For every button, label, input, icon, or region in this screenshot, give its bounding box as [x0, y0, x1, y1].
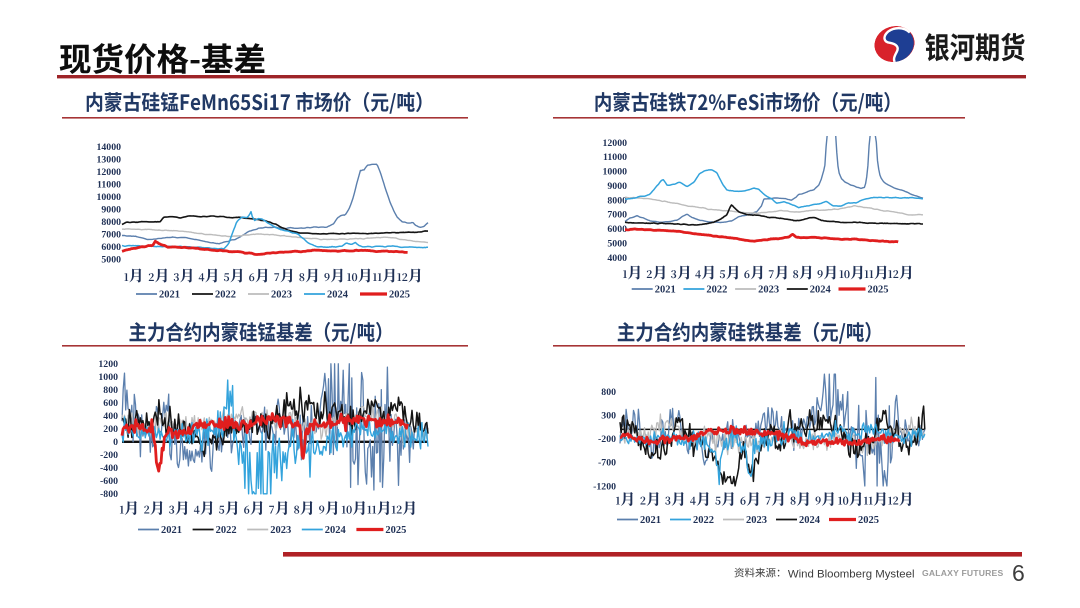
- svg-text:4000: 4000: [607, 253, 627, 264]
- svg-text:2025: 2025: [385, 525, 406, 536]
- svg-text:6000: 6000: [607, 224, 627, 235]
- svg-text:1200: 1200: [98, 359, 118, 370]
- svg-text:-200: -200: [100, 450, 118, 461]
- svg-text:2022: 2022: [216, 525, 237, 536]
- svg-text:800: 800: [103, 385, 118, 396]
- svg-text:11000: 11000: [603, 152, 627, 163]
- svg-text:-200: -200: [598, 434, 616, 445]
- svg-text:300: 300: [601, 411, 616, 422]
- svg-text:8000: 8000: [101, 217, 121, 228]
- svg-text:6: 6: [1012, 560, 1025, 586]
- svg-text:9000: 9000: [607, 181, 627, 192]
- svg-text:1000: 1000: [98, 372, 118, 383]
- svg-text:7000: 7000: [607, 210, 627, 221]
- svg-text:12000: 12000: [603, 138, 628, 149]
- svg-text:-800: -800: [100, 489, 118, 500]
- svg-text:2024: 2024: [799, 515, 821, 526]
- svg-text:11000: 11000: [97, 179, 121, 190]
- svg-text:2025: 2025: [389, 290, 410, 301]
- svg-text:9000: 9000: [101, 204, 121, 215]
- svg-text:200: 200: [103, 424, 118, 435]
- svg-text:GALAXY FUTURES: GALAXY FUTURES: [922, 568, 1003, 578]
- svg-text:10000: 10000: [603, 167, 628, 178]
- svg-text:2021: 2021: [655, 285, 676, 296]
- svg-text:2021: 2021: [161, 525, 182, 536]
- svg-text:13000: 13000: [97, 154, 122, 165]
- svg-text:2024: 2024: [325, 525, 347, 536]
- svg-text:2025: 2025: [868, 285, 889, 296]
- svg-text:5000: 5000: [607, 239, 627, 250]
- svg-text:5000: 5000: [101, 254, 121, 265]
- svg-text:8000: 8000: [607, 195, 627, 206]
- svg-text:2023: 2023: [746, 515, 767, 526]
- svg-text:2022: 2022: [693, 515, 714, 526]
- svg-text:800: 800: [601, 387, 616, 398]
- svg-text:-1200: -1200: [593, 481, 616, 492]
- svg-text:-400: -400: [100, 463, 118, 474]
- svg-text:400: 400: [103, 411, 118, 422]
- svg-text:-600: -600: [100, 476, 118, 487]
- svg-text:7000: 7000: [101, 229, 121, 240]
- svg-text:2023: 2023: [758, 285, 779, 296]
- svg-text:-700: -700: [598, 458, 616, 469]
- svg-text:12000: 12000: [97, 167, 122, 178]
- svg-text:2021: 2021: [640, 515, 661, 526]
- svg-text:2024: 2024: [810, 285, 832, 296]
- svg-text:0: 0: [113, 437, 118, 448]
- svg-text:2024: 2024: [327, 290, 349, 301]
- svg-text:2023: 2023: [271, 290, 292, 301]
- svg-text:2022: 2022: [706, 285, 727, 296]
- svg-text:14000: 14000: [97, 142, 122, 153]
- svg-text:600: 600: [103, 398, 118, 409]
- svg-text:6000: 6000: [101, 242, 121, 253]
- svg-text:2025: 2025: [858, 515, 879, 526]
- svg-text:2023: 2023: [270, 525, 291, 536]
- svg-text:2021: 2021: [159, 290, 180, 301]
- svg-text:2022: 2022: [215, 290, 236, 301]
- svg-text:10000: 10000: [97, 192, 122, 203]
- svg-text:Wind Bloomberg Mysteel: Wind Bloomberg Mysteel: [788, 569, 915, 581]
